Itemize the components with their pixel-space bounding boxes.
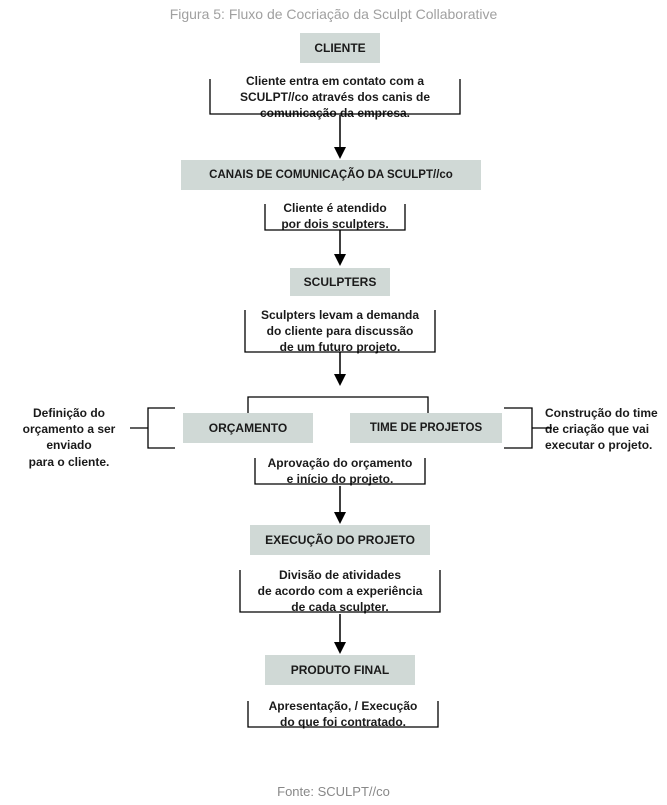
desc-time-side: Construção do timede criação que vaiexec… <box>545 405 663 454</box>
bracket-5 <box>235 562 445 618</box>
node-canais: CANAIS DE COMUNICAÇÃO DA SCULPT//co <box>181 160 481 190</box>
node-time-projetos: TIME DE PROJETOS <box>350 413 502 443</box>
bracket-6 <box>243 693 443 733</box>
desc-orcamento-side: Definição doorçamento a ser enviadopara … <box>4 405 134 470</box>
node-sculpters: SCULPTERS <box>290 268 390 296</box>
bracket-side-left <box>130 403 185 453</box>
node-orcamento: ORÇAMENTO <box>183 413 313 443</box>
arrow-1 <box>330 115 350 163</box>
bracket-side-right <box>500 403 555 453</box>
node-cliente: CLIENTE <box>300 33 380 63</box>
arrow-5 <box>330 614 350 658</box>
arrow-3 <box>330 352 350 388</box>
figure-source: Fonte: SCULPT//co <box>0 784 667 799</box>
bracket-4 <box>250 450 430 490</box>
arrow-2 <box>330 230 350 270</box>
node-produto-final: PRODUTO FINAL <box>265 655 415 685</box>
branch-split <box>183 385 503 415</box>
arrow-4 <box>330 486 350 528</box>
node-execucao: EXECUÇÃO DO PROJETO <box>250 525 430 555</box>
bracket-1 <box>205 69 465 119</box>
figure-title: Figura 5: Fluxo de Cocriação da Sculpt C… <box>0 6 667 22</box>
